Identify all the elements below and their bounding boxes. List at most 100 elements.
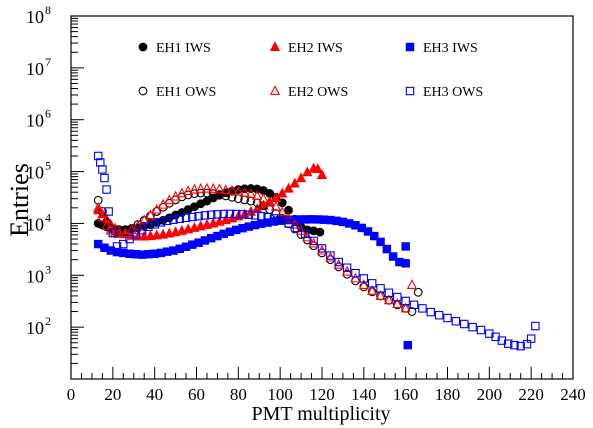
data-point [169, 215, 178, 224]
data-point [252, 190, 263, 200]
data-point [309, 236, 318, 246]
data-point [200, 211, 210, 220]
data-point [189, 183, 200, 194]
data-point [392, 298, 403, 308]
data-point [101, 219, 112, 230]
data-point [244, 210, 254, 219]
data-point [367, 287, 377, 297]
data-point [468, 322, 477, 332]
data-point [333, 258, 344, 269]
data-point [334, 257, 343, 267]
data-point [215, 190, 224, 199]
x-tick-label: 120 [309, 385, 335, 404]
x-tick-label: 200 [477, 385, 503, 404]
data-point [102, 217, 111, 227]
legend-label: EH1 IWS [156, 41, 211, 56]
data-point [350, 272, 361, 283]
data-point [403, 340, 412, 350]
data-point [393, 292, 402, 302]
data-point [156, 218, 166, 227]
data-point [316, 169, 328, 179]
data-point [325, 251, 336, 262]
legend-label: EH2 OWS [288, 85, 348, 100]
data-point [312, 163, 323, 174]
data-point [270, 200, 282, 211]
data-point [516, 341, 525, 351]
data-point [97, 211, 108, 222]
x-tick-label: 0 [67, 385, 76, 404]
data-point [277, 206, 288, 217]
data-point [383, 294, 395, 305]
data-point [125, 234, 134, 244]
data-point [269, 214, 279, 223]
data-point [206, 210, 216, 219]
legend-label: EH1 OWS [156, 85, 216, 100]
data-point [238, 210, 247, 219]
data-point [460, 319, 469, 329]
data-point [289, 177, 300, 188]
legend-marker [405, 42, 415, 52]
data-point [443, 313, 452, 323]
x-tick-label: 20 [104, 385, 121, 404]
y-tick-exponent: 6 [45, 107, 51, 121]
data-point [202, 188, 212, 198]
data-point [284, 219, 293, 228]
data-point [401, 259, 410, 268]
data-point [208, 183, 219, 193]
data-point [418, 304, 427, 313]
data-point [316, 244, 328, 255]
legend-label: EH2 IWS [288, 41, 343, 56]
data-point [376, 284, 385, 293]
data-point [359, 274, 369, 283]
data-point [295, 172, 307, 183]
data-point [139, 230, 150, 241]
data-point [108, 228, 118, 238]
y-axis-label: Entries [5, 163, 34, 237]
data-point [292, 223, 302, 233]
data-point [181, 213, 191, 223]
data-point [162, 216, 172, 226]
data-point [476, 325, 486, 335]
data-point [225, 209, 235, 219]
data-point [413, 287, 423, 297]
data-point [382, 244, 392, 254]
y-tick-label: 10 [26, 59, 44, 79]
data-point [275, 216, 285, 225]
data-point [227, 192, 237, 202]
data-point [258, 192, 269, 203]
y-tick-label: 10 [26, 214, 44, 234]
data-point [451, 317, 461, 326]
data-point [221, 191, 231, 201]
data-point [183, 185, 194, 196]
data-point [176, 187, 187, 198]
data-point [201, 182, 213, 193]
data-point [119, 239, 128, 249]
data-point [363, 227, 373, 236]
x-axis-label: PMT multiplicity [251, 403, 390, 425]
x-tick-label: 40 [146, 385, 163, 404]
data-point [233, 185, 244, 196]
data-point [93, 202, 104, 212]
x-tick-label: 160 [393, 385, 419, 404]
data-point [245, 188, 256, 198]
data-point [264, 196, 275, 207]
data-point [98, 165, 107, 174]
data-series [93, 151, 540, 351]
data-point [146, 211, 155, 221]
y-tick-label: 10 [26, 266, 44, 286]
data-point [102, 185, 111, 194]
data-point [257, 211, 266, 221]
data-point [370, 231, 379, 241]
data-point [175, 214, 184, 223]
data-point [214, 183, 225, 194]
data-point [359, 282, 369, 292]
y-tick-exponent: 7 [45, 55, 51, 69]
x-tick-label: 220 [518, 385, 544, 404]
data-point [283, 182, 294, 193]
data-point [195, 183, 206, 193]
y-tick-exponent: 2 [45, 314, 51, 328]
data-point [317, 244, 327, 253]
x-tick-label: 100 [267, 385, 293, 404]
y-tick-label: 10 [26, 111, 44, 131]
x-tick-label: 240 [560, 385, 586, 404]
